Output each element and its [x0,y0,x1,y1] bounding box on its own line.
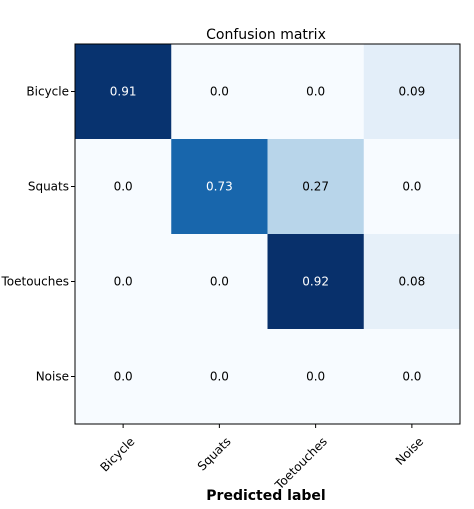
heatmap-cell [75,234,172,330]
cell-value-label: 0.0 [114,180,133,194]
cell-value-label: 0.0 [402,370,421,384]
cell-value-label: 0.08 [399,275,426,289]
chart-title: Confusion matrix [206,27,326,43]
cell-value-label: 0.0 [306,370,325,384]
cell-value-label: 0.0 [402,180,421,194]
x-tick-label: Toetouches [272,434,330,492]
x-axis-ticks: Bicycle Squats Toetouches Noise [97,424,426,493]
heatmap-cell [267,44,365,140]
cell-value-label: 0.09 [399,85,426,99]
heatmap-cell [75,44,172,140]
y-axis-ticks: Bicycle Squats Toetouches Noise [0,85,75,384]
x-tick-label: Noise [393,434,426,467]
heatmap-cell [75,139,172,235]
heatmap-cell [75,329,172,425]
heatmap-cells: 0.91 0.0 0.0 0.09 0.0 0.73 0.27 0.0 0.0 0.0 0.92 0.… [75,44,461,425]
cell-value-label: 0.92 [302,275,329,289]
x-tick-label: Bicycle [97,434,137,474]
cell-value-label: 0.0 [210,275,229,289]
axes-frame [74,43,461,425]
cell-value-label: 0.0 [114,370,133,384]
cell-value-label: 0.0 [114,275,133,289]
y-tick-label: Squats [28,180,69,194]
x-tick-label: Squats [195,434,234,473]
heatmap-cell [267,329,365,425]
heatmap-cell [171,234,268,330]
y-tick-label: Toetouches [0,275,69,289]
cell-value-label: 0.27 [302,180,329,194]
cell-value-label: 0.0 [306,85,325,99]
x-axis-label: Predicted label [206,488,325,504]
heatmap-cell [363,139,461,235]
heatmap-cell [171,329,268,425]
heatmap-cell [363,234,461,330]
heatmap-cell [267,234,365,330]
heatmap-cell [363,329,461,425]
heatmap-cell [363,44,461,140]
cell-value-label: 0.91 [110,85,137,99]
cell-value-label: 0.0 [210,85,229,99]
cell-value-label: 0.0 [210,370,229,384]
cell-value-label: 0.73 [206,180,233,194]
y-tick-label: Bicycle [26,85,69,99]
y-tick-label: Noise [36,370,69,384]
heatmap-cell [267,139,365,235]
heatmap-cell [171,44,268,140]
heatmap-cell [171,139,268,235]
